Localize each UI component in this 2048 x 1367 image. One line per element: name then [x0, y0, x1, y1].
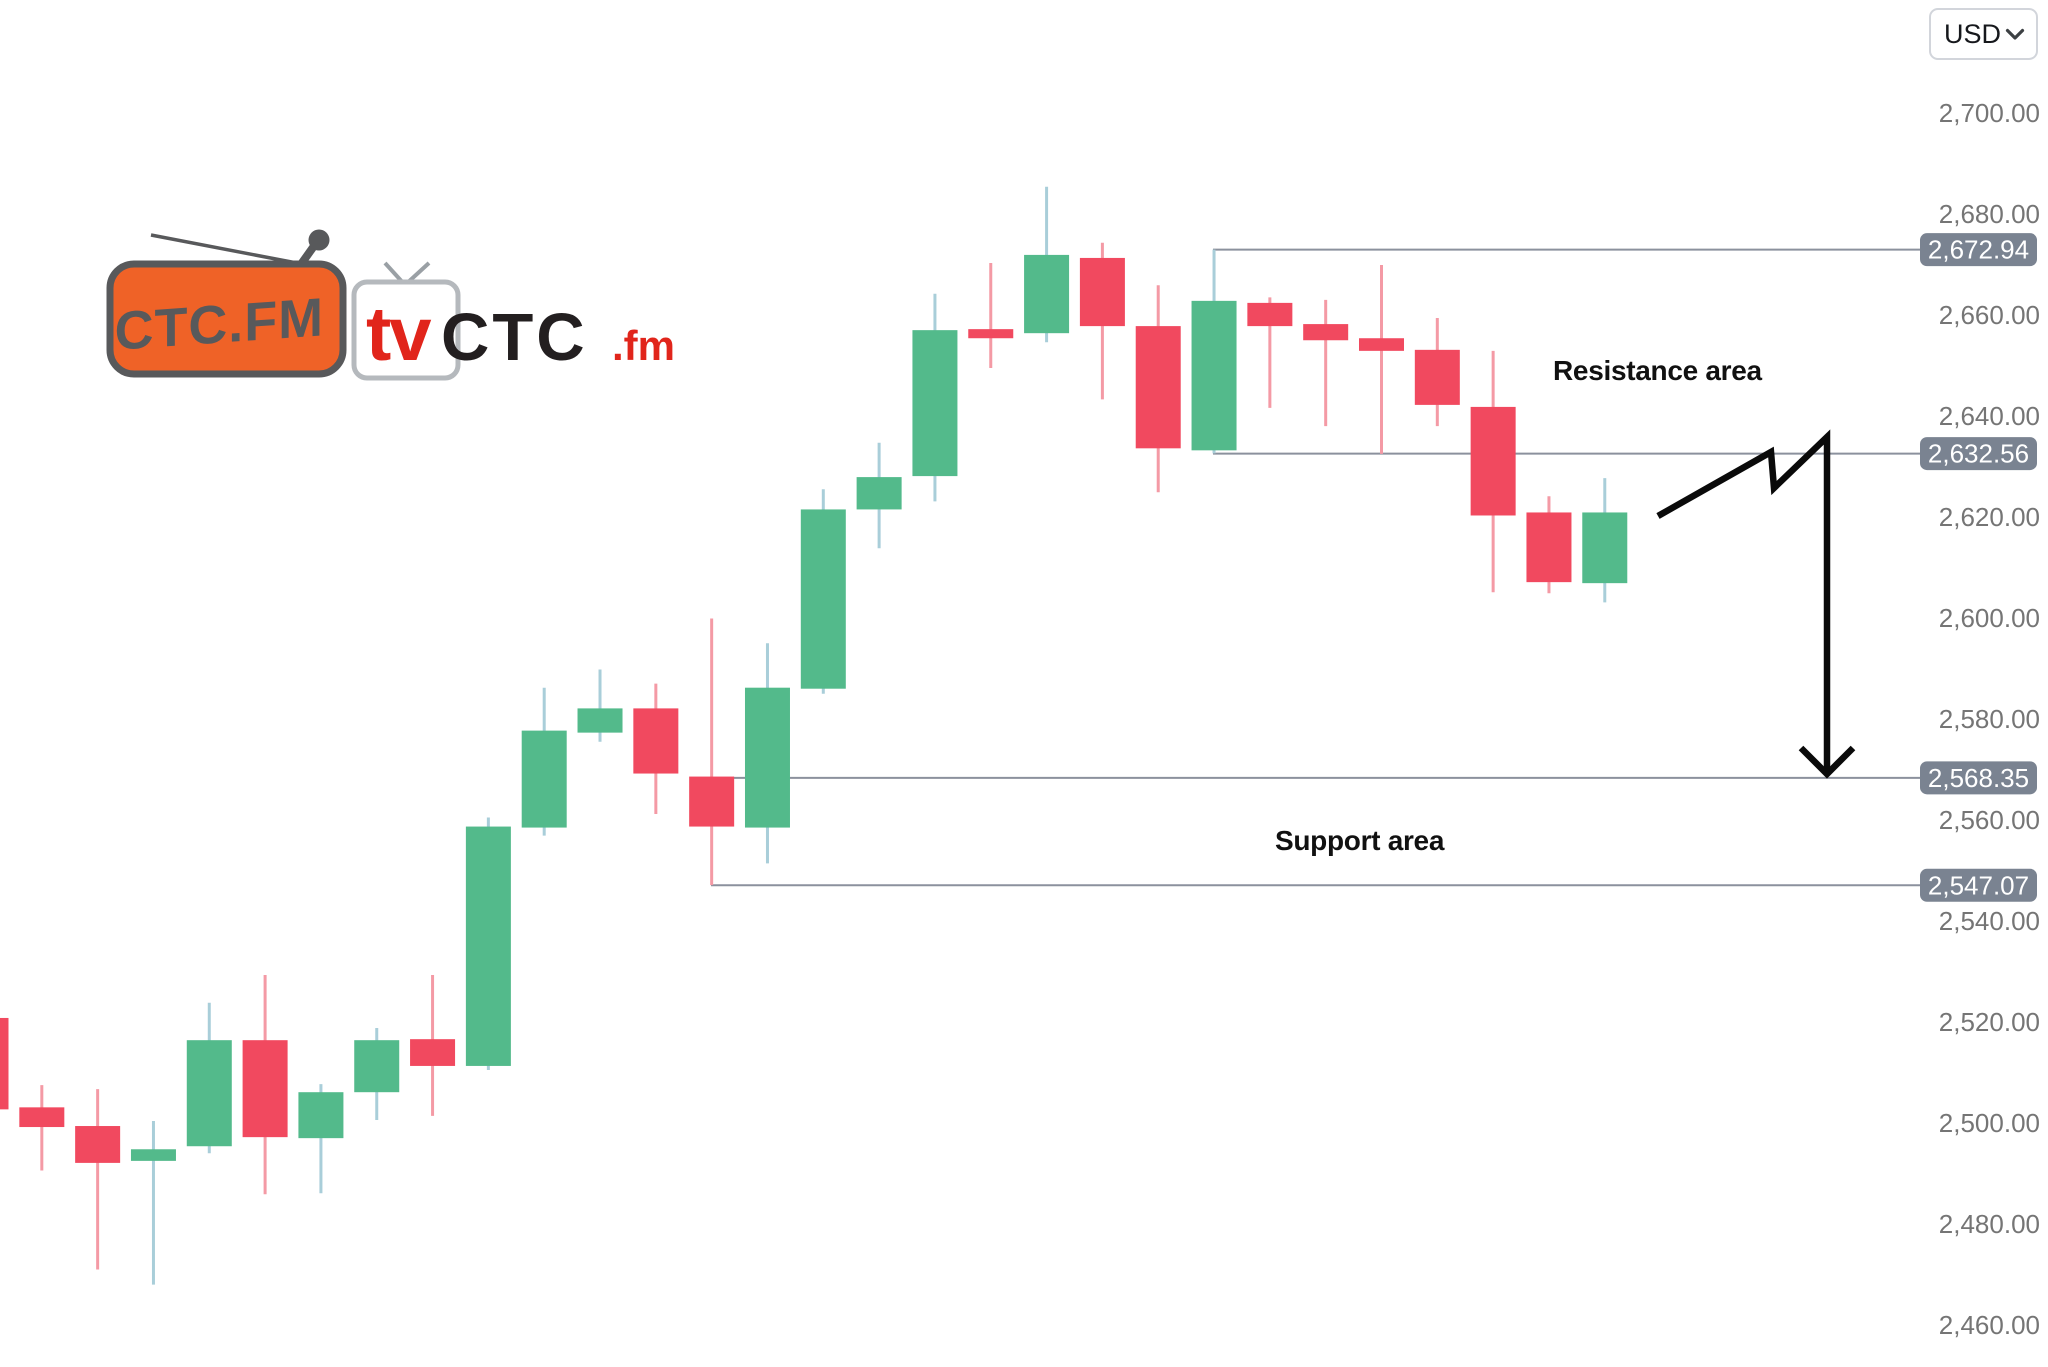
candle-body-down: [410, 1039, 456, 1066]
price-level-badge: [1920, 437, 2037, 471]
price-level-badge: [1920, 233, 2037, 267]
axis-tick-label: 2,600.00: [1939, 603, 2040, 633]
tv-box-icon: [351, 279, 461, 381]
down-arrow-annotation: [1656, 429, 1831, 770]
candle-body-up: [130, 1149, 176, 1161]
tv-logo-prefix: tv: [366, 292, 431, 377]
axis-tick-label: 2,580.00: [1939, 704, 2040, 734]
resistance-area-label: Resistance area: [1553, 355, 1762, 386]
candle-body-up: [1191, 300, 1237, 451]
candle-body-down: [1135, 326, 1181, 449]
axis-tick-label: 2,460.00: [1939, 1310, 2040, 1340]
candle-body-down: [1303, 324, 1349, 341]
candle-body-down: [1359, 338, 1404, 351]
price-level-badge-label: 2,547.07: [1928, 870, 2029, 900]
candle-body-down: [689, 776, 735, 827]
candle-body-up: [1024, 254, 1070, 334]
candle-body-up: [577, 708, 623, 733]
candle-body-down: [633, 708, 679, 774]
price-level-badge-label: 2,672.94: [1928, 235, 2029, 265]
axis-tick-label: 2,520.00: [1939, 1007, 2040, 1037]
candle-body-up: [521, 730, 567, 828]
currency-select[interactable]: USD: [1929, 8, 2038, 60]
axis-tick-label: 2,500.00: [1939, 1108, 2040, 1138]
candle-body-up: [1582, 512, 1628, 584]
radio-logo-text: CTC.FM: [115, 287, 324, 362]
ctc-fm-logo: CTC.FM tv CTC .fm: [106, 229, 675, 381]
candle-body-down: [1247, 302, 1293, 327]
support-area-label: Support area: [1275, 825, 1445, 856]
candle-body-up: [800, 509, 846, 689]
price-level-badge: [1920, 868, 2037, 902]
candle-body-up: [465, 826, 511, 1066]
axis-tick-label: 2,700.00: [1939, 98, 2040, 128]
price-level-badge-label: 2,568.35: [1928, 763, 2029, 793]
candle-body-up: [856, 477, 902, 510]
currency-select-value: USD: [1944, 18, 2002, 49]
tv-logo-main: CTC: [441, 300, 588, 375]
candle-body-up: [298, 1092, 344, 1139]
axis-tick-label: 2,640.00: [1939, 401, 2040, 431]
candle-body-down: [75, 1126, 121, 1163]
chevron-down-icon: [2005, 28, 2025, 40]
candle-body-up: [354, 1040, 400, 1093]
price-level-badge-label: 2,632.56: [1928, 439, 2029, 469]
candle-body-up: [912, 330, 958, 477]
axis-tick-label: 2,660.00: [1939, 300, 2040, 330]
radio-antenna-icon: [150, 233, 303, 266]
candle-body-down: [1079, 257, 1125, 327]
candle-body-down: [1526, 512, 1572, 583]
radio-logo: CTC.FM: [106, 229, 347, 378]
candle-body-down: [1470, 406, 1516, 516]
down-arrow-head-icon: [1798, 745, 1856, 779]
candle-body-down: [242, 1040, 288, 1138]
candle-body-down: [0, 1017, 9, 1110]
candle-body-down: [1414, 349, 1460, 405]
axis-tick-label: 2,680.00: [1939, 199, 2040, 229]
tv-logo: tv CTC .fm: [351, 261, 675, 381]
axis-tick-label: 2,480.00: [1939, 1209, 2040, 1239]
price-level-badge: [1920, 761, 2037, 795]
axis-tick-label: 2,560.00: [1939, 805, 2040, 835]
candle-body-up: [186, 1040, 232, 1147]
tv-logo-suffix: .fm: [612, 322, 675, 369]
candle-body-up: [744, 687, 790, 828]
axis-tick-label: 2,620.00: [1939, 502, 2040, 532]
radio-mic-knob-icon: [308, 229, 330, 251]
candle-body-down: [968, 329, 1014, 339]
radio-box-icon: [106, 260, 347, 378]
axis-tick-label: 2,540.00: [1939, 906, 2040, 936]
candle-body-down: [19, 1107, 65, 1128]
